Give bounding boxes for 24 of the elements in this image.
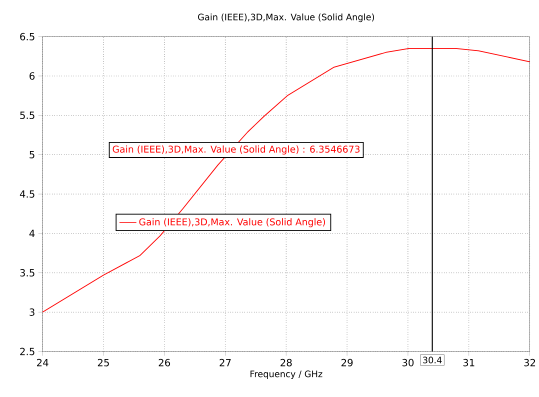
line-series — [42, 48, 530, 313]
y-tick-label: 4 — [29, 230, 35, 238]
x-tick-label: 28 — [280, 358, 292, 366]
x-tick-label: 26 — [158, 358, 170, 366]
x-tick-label: 25 — [98, 358, 109, 366]
x-tick-label: 24 — [37, 358, 48, 366]
x-tick-label: 27 — [220, 358, 231, 366]
x-axis-title: Frequency / GHz — [250, 370, 322, 379]
y-tick-label: 5.5 — [20, 112, 34, 120]
chart-title: Gain (IEEE),3D,Max. Value (Solid Angle) — [198, 13, 374, 22]
x-tick-label: 32 — [524, 358, 536, 366]
y-tick-label: 3 — [30, 308, 34, 316]
y-tick-label: 4.5 — [20, 190, 34, 198]
y-tick-label: 5 — [30, 151, 34, 158]
y-tick-label: 2.5 — [20, 348, 34, 356]
annotation: Gain (IEEE),3D,Max. Value (Solid Angle) : 6.3546673 — [112, 145, 360, 155]
ref-line-label: 30.4 — [423, 356, 442, 364]
legend-label: Gain (IEEE),3D,Max. Value (Solid Angle) — [139, 218, 325, 228]
y-tick-label: 6.5 — [20, 32, 34, 40]
y-tick-label: 3.5 — [20, 269, 34, 277]
y-tick-label: 6 — [30, 72, 35, 80]
x-tick-label: 30 — [402, 358, 414, 366]
x-tick-label: 31 — [463, 358, 474, 366]
x-tick-label: 29 — [341, 358, 353, 366]
